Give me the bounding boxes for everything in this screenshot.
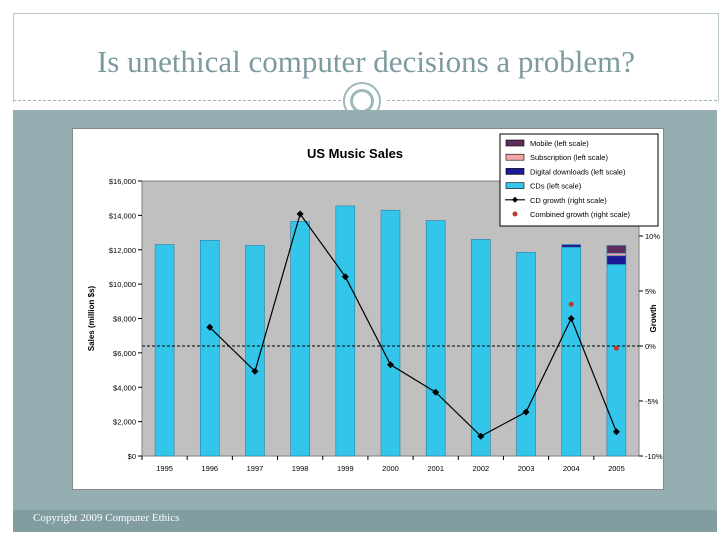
y-tick-label: $16,000 (109, 177, 136, 186)
x-tick-label: 1998 (292, 464, 309, 473)
legend-swatch (505, 139, 525, 147)
cd-growth-point (432, 388, 440, 396)
x-tick-label: 2000 (382, 464, 399, 473)
chart-frame: US Music Sales Sales (million $s) Growth… (72, 128, 664, 490)
cd-growth-point (206, 323, 214, 331)
legend-label: Subscription (left scale) (530, 153, 608, 162)
chart-svg: US Music Sales Sales (million $s) Growth… (72, 128, 664, 490)
cd-growth-point (612, 428, 620, 436)
legend-swatch-dot (512, 211, 518, 217)
combined-growth-point (613, 345, 619, 351)
x-tick-label: 1999 (337, 464, 354, 473)
bar-cds (606, 264, 627, 457)
y2-tick-label: 5% (645, 287, 656, 296)
y-tick-label: $0 (128, 452, 136, 461)
bar-cds (471, 239, 491, 457)
y-tick-label: $10,000 (109, 280, 136, 289)
bar-cds (380, 209, 401, 457)
y-tick-label: $12,000 (109, 246, 136, 255)
bar-cds (516, 252, 536, 457)
legend-swatch (505, 168, 525, 175)
bar-cds (425, 220, 446, 457)
divider-left (13, 100, 341, 101)
y2-tick-label: 0% (645, 342, 656, 351)
chart-title: US Music Sales (307, 146, 403, 161)
footer-bar: Copyright 2009 Computer Ethics (13, 510, 717, 532)
x-tick-label: 1997 (247, 464, 264, 473)
legend-label: Combined growth (right scale) (530, 210, 631, 219)
legend-box (499, 133, 659, 227)
legend-swatch (505, 153, 525, 161)
bar-cds (154, 244, 175, 457)
bar-digital-downloads (606, 255, 627, 265)
x-tick-label: 2005 (608, 464, 625, 473)
cd-growth-point (296, 210, 304, 218)
y-tick-label: $6,000 (113, 349, 136, 358)
y-tick-label: $4,000 (113, 383, 136, 392)
legend-label: CD growth (right scale) (530, 196, 607, 205)
footer-copyright: Copyright 2009 Computer Ethics (33, 512, 180, 524)
x-tick-label: 2004 (563, 464, 580, 473)
cd-growth-point (251, 367, 259, 375)
y2-tick-label: -10% (645, 452, 663, 461)
legend-label: Digital downloads (left scale) (530, 167, 626, 176)
bar-mobile (606, 245, 627, 254)
bar-subscription (606, 252, 627, 257)
legend-swatch-marker (512, 196, 518, 203)
divider-right (387, 100, 717, 101)
y2-axis-label: Growth (649, 304, 658, 332)
bar-cds (290, 221, 310, 457)
plot-area: $0 $2,000 $4,000 $6,000 $8,000 $10,000 $12,000… (109, 177, 663, 473)
slide-title: Is unethical computer decisions a proble… (96, 44, 636, 79)
cd-growth-point (567, 315, 575, 322)
bar-digital-downloads (561, 244, 582, 248)
legend-swatch (505, 182, 525, 189)
x-tick-label: 2002 (473, 464, 490, 473)
ring-ornament-inner (350, 89, 374, 113)
y-tick-label: $8,000 (113, 315, 136, 324)
x-tick-label: 1995 (156, 464, 173, 473)
x-tick-label: 2003 (518, 464, 535, 473)
bar-cds (561, 246, 582, 457)
y2-tick-label: 10% (645, 232, 660, 241)
bar-cds (335, 205, 356, 457)
legend: Mobile (left scale) Subscription (left sc… (499, 133, 659, 227)
cd-growth-point (522, 408, 530, 416)
combined-growth-point (568, 301, 574, 307)
x-tick-label: 1996 (201, 464, 218, 473)
legend-label: CDs (left scale) (530, 182, 582, 191)
bar-cds (199, 239, 220, 457)
y-tick-label: $2,000 (113, 418, 136, 427)
y-axis-label: Sales (million $s) (87, 285, 96, 351)
y-tick-label: $14,000 (109, 211, 136, 220)
cd-growth-line (209, 212, 617, 437)
bar-cds (245, 245, 265, 457)
legend-label: Mobile (left scale) (530, 139, 589, 148)
cd-growth-point (477, 432, 485, 440)
x-tick-label: 2001 (427, 464, 444, 473)
cd-growth-point (387, 361, 394, 369)
cd-growth-point (341, 273, 349, 281)
y2-tick-label: -5% (645, 397, 659, 406)
